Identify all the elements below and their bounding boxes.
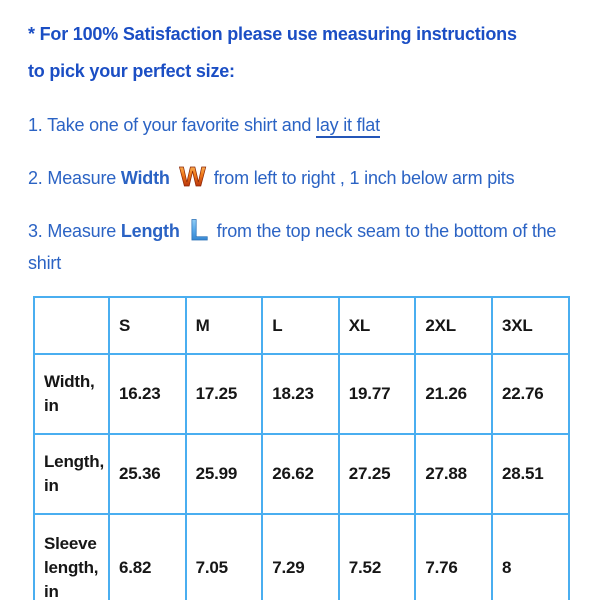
width-value-l: 18.23 bbox=[261, 353, 340, 435]
header-cell-s: S bbox=[108, 296, 187, 355]
sleeve-value-xl: 7.52 bbox=[337, 513, 417, 600]
step1-lay-it-flat-underlined: lay it flat bbox=[316, 115, 380, 138]
step2-pre: 2. Measure bbox=[28, 168, 121, 188]
length-value-m: 25.99 bbox=[184, 433, 264, 515]
width-letter-w-icon: W bbox=[179, 161, 207, 193]
header-cell-2xl: 2XL bbox=[414, 296, 493, 355]
w-glyph: W bbox=[179, 161, 206, 192]
row-label-width: Width, in bbox=[33, 353, 110, 435]
row-label-length: Length, in bbox=[33, 433, 110, 515]
width-value-xl: 19.77 bbox=[337, 353, 417, 435]
length-value-xl: 27.25 bbox=[337, 433, 417, 515]
sleeve-value-s: 6.82 bbox=[108, 513, 187, 600]
width-value-s: 16.23 bbox=[108, 353, 187, 435]
length-value-2xl: 27.88 bbox=[414, 433, 493, 515]
table-row-length: Length, in 25.36 25.99 26.62 27.25 27.88… bbox=[33, 433, 570, 515]
sleeve-value-3xl: 8 bbox=[490, 513, 570, 600]
sleeve-value-2xl: 7.76 bbox=[414, 513, 493, 600]
header-cell-3xl: 3XL bbox=[490, 296, 570, 355]
header-cell-xl: XL bbox=[337, 296, 417, 355]
row-label-sleeve-length: Sleeve length, in bbox=[33, 513, 110, 600]
step3-post: from the top neck seam to the bottom of … bbox=[28, 221, 557, 273]
length-value-l: 26.62 bbox=[261, 433, 340, 515]
length-value-s: 25.36 bbox=[108, 433, 187, 515]
step1-text: 1. Take one of your favorite shirt and bbox=[28, 115, 317, 135]
length-letter-l-icon: L bbox=[189, 214, 208, 248]
length-value-3xl: 28.51 bbox=[490, 433, 570, 515]
width-value-m: 17.25 bbox=[184, 353, 264, 435]
step2-bold-width: Width bbox=[120, 168, 170, 188]
header-cell-empty bbox=[33, 296, 110, 355]
step2-post: from left to right , 1 inch below arm pi… bbox=[213, 168, 515, 188]
header-cell-m: M bbox=[184, 296, 264, 355]
l-glyph: L bbox=[190, 214, 208, 246]
sleeve-value-m: 7.05 bbox=[184, 513, 264, 600]
heading-line-1: * For 100% Satisfaction please use measu… bbox=[28, 24, 517, 44]
width-value-2xl: 21.26 bbox=[414, 353, 493, 435]
sleeve-value-l: 7.29 bbox=[261, 513, 340, 600]
table-row-width: Width, in 16.23 17.25 18.23 19.77 21.26 … bbox=[33, 353, 570, 435]
table-row-sleeve-length: Sleeve length, in 6.82 7.05 7.29 7.52 7.… bbox=[33, 513, 570, 600]
instruction-step-1: 1. Take one of your favorite shirt and l… bbox=[28, 109, 574, 141]
size-chart-table: S M L XL 2XL 3XL Width, in 16.23 17.25 1… bbox=[33, 296, 570, 600]
table-header-row: S M L XL 2XL 3XL bbox=[33, 296, 570, 355]
header-cell-l: L bbox=[261, 296, 340, 355]
satisfaction-heading: * For 100% Satisfaction please use measu… bbox=[28, 16, 574, 90]
step3-pre: 3. Measure bbox=[28, 221, 121, 241]
step3-bold-length: Length bbox=[120, 221, 180, 241]
width-value-3xl: 22.76 bbox=[490, 353, 570, 435]
heading-line-2: to pick your perfect size: bbox=[28, 61, 235, 81]
